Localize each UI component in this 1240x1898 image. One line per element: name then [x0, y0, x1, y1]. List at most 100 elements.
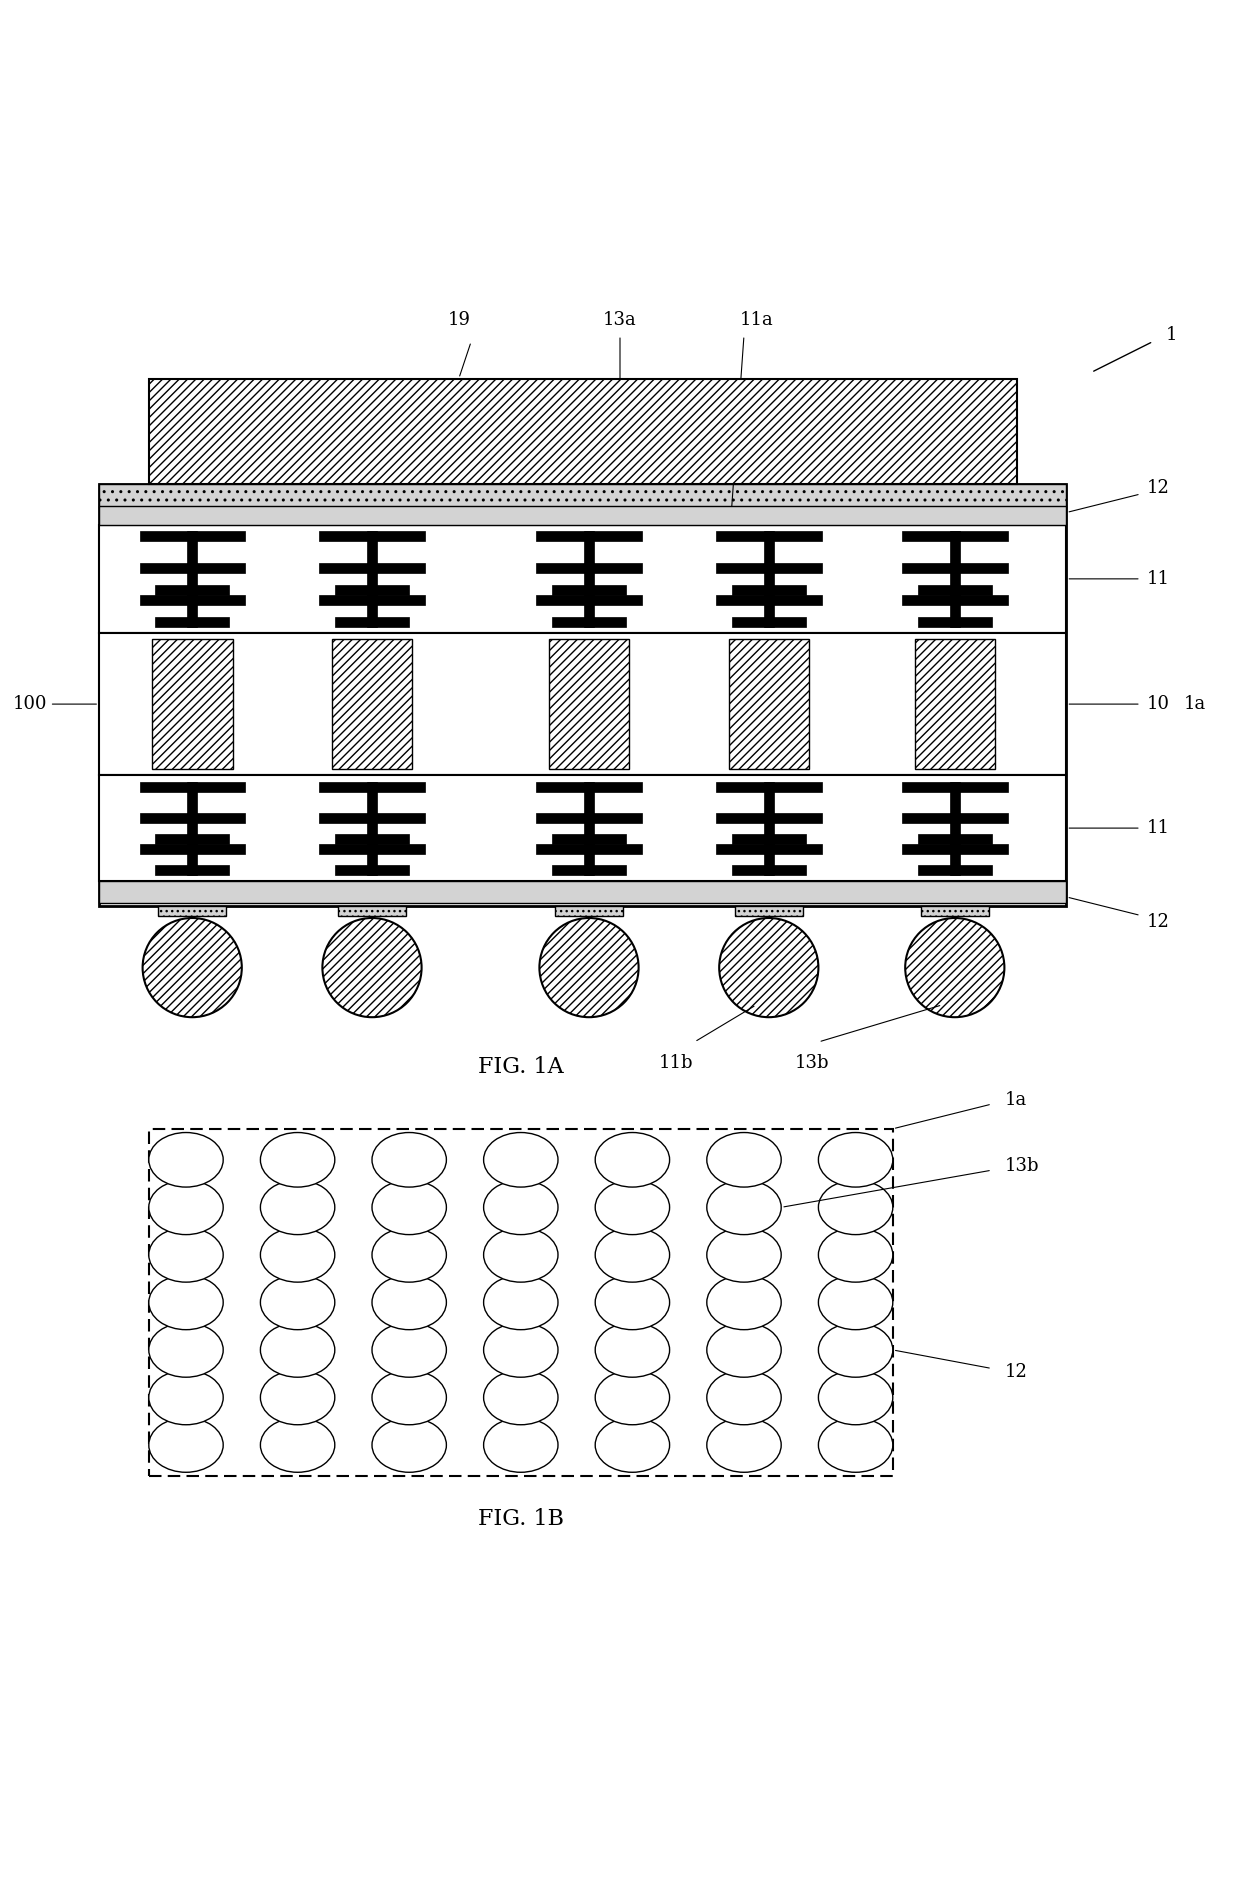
Ellipse shape — [484, 1181, 558, 1234]
Ellipse shape — [707, 1370, 781, 1425]
Bar — [187, 843, 197, 875]
Bar — [764, 531, 774, 564]
Bar — [734, 905, 804, 915]
Ellipse shape — [260, 1133, 335, 1186]
Bar — [552, 617, 626, 626]
Bar — [187, 531, 197, 564]
Ellipse shape — [149, 1418, 223, 1473]
Circle shape — [719, 919, 818, 1017]
Ellipse shape — [707, 1275, 781, 1330]
Text: 1a: 1a — [1004, 1091, 1027, 1108]
Bar — [367, 782, 377, 812]
Text: 1a: 1a — [1184, 695, 1207, 714]
Ellipse shape — [372, 1133, 446, 1186]
Bar — [320, 564, 424, 573]
Ellipse shape — [260, 1418, 335, 1473]
Bar — [536, 594, 642, 605]
Ellipse shape — [149, 1133, 223, 1186]
Ellipse shape — [372, 1181, 446, 1234]
Text: 12: 12 — [1147, 478, 1169, 497]
Bar — [187, 782, 197, 812]
Ellipse shape — [595, 1418, 670, 1473]
Bar — [732, 865, 806, 875]
Ellipse shape — [484, 1418, 558, 1473]
Bar — [552, 585, 626, 594]
Circle shape — [143, 919, 242, 1017]
Bar — [367, 812, 377, 843]
Bar — [556, 905, 622, 915]
Bar — [584, 564, 594, 594]
Bar — [918, 585, 992, 594]
Bar — [717, 564, 821, 573]
Ellipse shape — [818, 1323, 893, 1378]
Bar — [903, 843, 1007, 854]
Bar — [903, 782, 1007, 791]
Bar — [584, 782, 594, 812]
Ellipse shape — [149, 1228, 223, 1283]
Bar — [367, 594, 377, 626]
Circle shape — [539, 919, 639, 1017]
Text: 10: 10 — [1147, 695, 1171, 714]
Text: 11: 11 — [1147, 569, 1171, 588]
Bar — [950, 812, 960, 843]
Ellipse shape — [707, 1418, 781, 1473]
Bar — [717, 594, 821, 605]
Bar — [732, 833, 806, 843]
Bar — [536, 843, 642, 854]
Ellipse shape — [818, 1181, 893, 1234]
Bar — [920, 905, 990, 915]
Text: 13b: 13b — [1004, 1158, 1039, 1175]
Ellipse shape — [149, 1370, 223, 1425]
Bar — [732, 617, 806, 626]
Bar — [155, 833, 229, 843]
Text: FIG. 1B: FIG. 1B — [477, 1509, 564, 1530]
Bar — [139, 843, 246, 854]
Ellipse shape — [372, 1275, 446, 1330]
Bar — [764, 843, 774, 875]
Text: 12: 12 — [1004, 1363, 1027, 1382]
Ellipse shape — [484, 1228, 558, 1283]
Bar — [151, 640, 233, 769]
Ellipse shape — [595, 1133, 670, 1186]
Bar — [187, 564, 197, 594]
Bar — [552, 865, 626, 875]
Ellipse shape — [260, 1228, 335, 1283]
Ellipse shape — [595, 1370, 670, 1425]
Text: 11b: 11b — [658, 1055, 693, 1072]
Bar — [584, 594, 594, 626]
Ellipse shape — [484, 1275, 558, 1330]
Text: 19: 19 — [448, 311, 470, 328]
Ellipse shape — [372, 1228, 446, 1283]
Ellipse shape — [818, 1275, 893, 1330]
Ellipse shape — [260, 1370, 335, 1425]
Bar — [717, 782, 821, 791]
Ellipse shape — [149, 1323, 223, 1378]
Bar — [584, 531, 594, 564]
Bar — [337, 905, 405, 915]
Bar — [139, 812, 246, 822]
Bar — [99, 484, 1066, 509]
Bar — [187, 594, 197, 626]
Bar — [139, 594, 246, 605]
Text: 13a: 13a — [603, 311, 637, 328]
Bar — [149, 378, 1017, 484]
Circle shape — [905, 919, 1004, 1017]
Bar — [584, 843, 594, 875]
Bar — [717, 843, 821, 854]
Bar — [764, 594, 774, 626]
Ellipse shape — [484, 1133, 558, 1186]
Bar — [139, 531, 246, 541]
Text: 1: 1 — [1166, 326, 1177, 344]
Text: FIG. 1A: FIG. 1A — [477, 1055, 564, 1078]
Bar — [367, 531, 377, 564]
Bar — [552, 833, 626, 843]
Ellipse shape — [484, 1370, 558, 1425]
Bar — [950, 594, 960, 626]
Bar — [717, 812, 821, 822]
Ellipse shape — [818, 1228, 893, 1283]
Ellipse shape — [260, 1181, 335, 1234]
Circle shape — [322, 919, 422, 1017]
Bar — [950, 531, 960, 564]
Bar — [149, 1129, 893, 1477]
Bar — [99, 776, 1066, 881]
